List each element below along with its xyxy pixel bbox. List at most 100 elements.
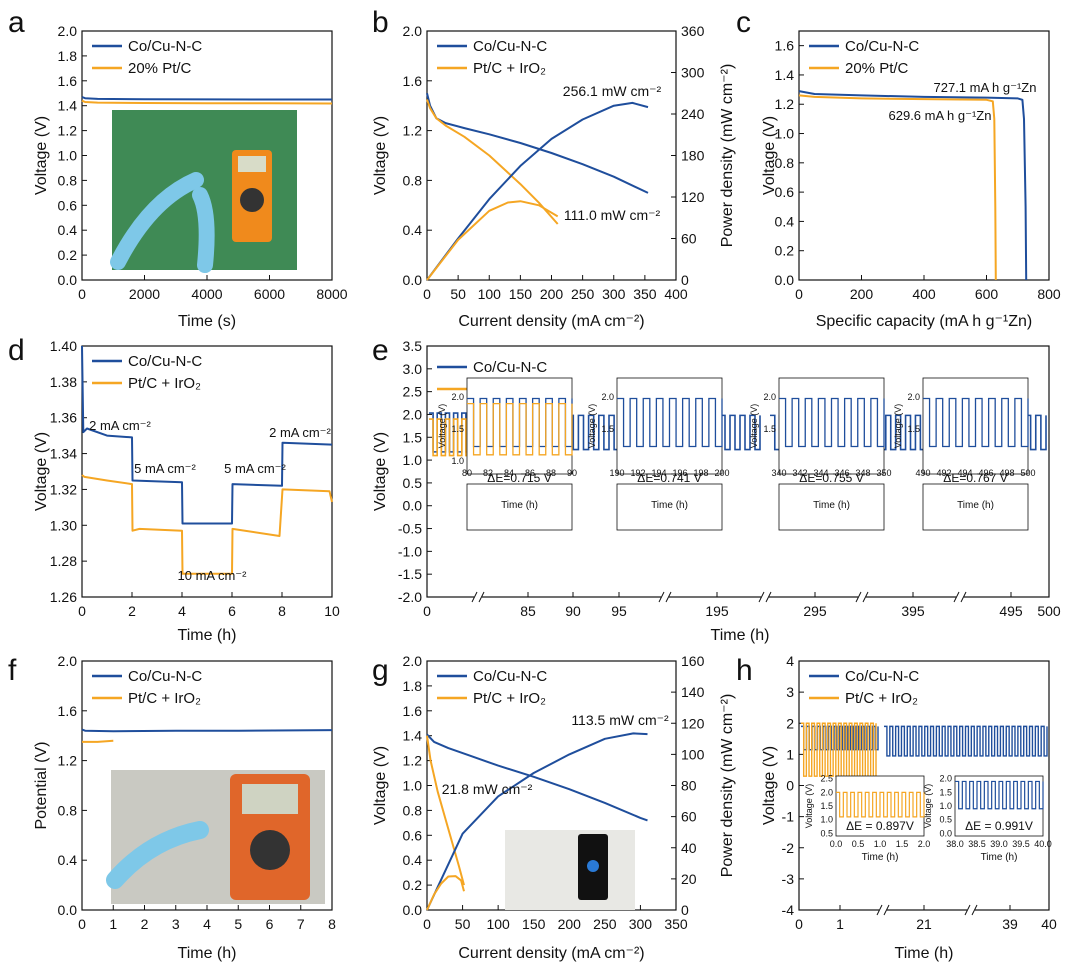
series-line bbox=[798, 90, 1028, 281]
inset-x-label: Time (h) bbox=[651, 500, 688, 511]
inset-x-tick-label: 82 bbox=[483, 468, 493, 478]
y-tick-label: 1.0 bbox=[403, 452, 423, 468]
y-tick-label: 1.0 bbox=[403, 778, 423, 794]
x-tick-label: 1 bbox=[836, 916, 844, 932]
inset-x-label: Time (h) bbox=[501, 500, 538, 511]
glove-shape bbox=[110, 172, 204, 270]
inset-y-tick-label: 1.5 bbox=[601, 424, 614, 434]
inset-x-tick-label: 88 bbox=[546, 468, 556, 478]
inset-y-tick-label: 2.0 bbox=[601, 392, 614, 402]
inset-y-tick-label: 1.0 bbox=[820, 815, 833, 825]
inset-x-tick-label: 39.5 bbox=[1012, 839, 1030, 849]
x-tick-label: 3 bbox=[172, 916, 180, 932]
x-tick-label: 100 bbox=[486, 916, 510, 932]
inset-x-tick-label: 84 bbox=[504, 468, 514, 478]
x-tick-label: 800 bbox=[1037, 286, 1061, 302]
y-tick-label: 1.34 bbox=[50, 446, 77, 462]
inset-trace bbox=[955, 780, 1044, 810]
x-tick-label: 4 bbox=[178, 603, 186, 619]
x-tick-label: 6 bbox=[228, 603, 236, 619]
y-tick-label: 1.4 bbox=[775, 67, 795, 83]
legend-label: Pt/C + IrO₂ bbox=[845, 690, 918, 707]
legend-label: Co/Cu-N-C bbox=[845, 668, 919, 685]
panel-label: a bbox=[8, 6, 25, 39]
y-tick-label: -2.0 bbox=[398, 589, 422, 605]
x-tick-label: 400 bbox=[664, 286, 688, 302]
x-tick-label: 400 bbox=[912, 286, 936, 302]
x-tick-label: 600 bbox=[975, 286, 999, 302]
cycling-trace bbox=[429, 418, 471, 457]
x-axis-label: Current density (mA cm⁻²) bbox=[458, 945, 644, 962]
panel-e: e -2.0 -1.5 -1.0 -0.5 0.0 0.5 1.0 1.5 2.0 2.5 3.0 3.… bbox=[372, 334, 1061, 644]
axis-break-gap bbox=[967, 904, 975, 916]
y-tick-label: 0.4 bbox=[403, 222, 423, 238]
inset-x-tick-label: 494 bbox=[957, 468, 972, 478]
inset-y-tick-label: 2.0 bbox=[451, 392, 464, 402]
inset-y-tick-label: 1.5 bbox=[763, 424, 776, 434]
inset-x-tick-label: 40.0 bbox=[1034, 839, 1052, 849]
inset-y-tick-label: 2.5 bbox=[820, 774, 833, 784]
x-tick-label: 40 bbox=[1041, 916, 1057, 932]
inset-y-label: Voltage (V) bbox=[893, 404, 903, 449]
x-tick-label: 90 bbox=[565, 603, 581, 619]
y-tick-label: 1.28 bbox=[50, 553, 77, 569]
inset-note: ΔE = 0.991V bbox=[965, 819, 1033, 833]
inset-x-label: Time (h) bbox=[957, 500, 994, 511]
phone-charge-glyph bbox=[587, 860, 599, 872]
panel-label: g bbox=[372, 654, 389, 687]
inset-x-label: Time (h) bbox=[862, 852, 899, 863]
legend-label: Co/Cu-N-C bbox=[128, 38, 202, 55]
y-axis-label: Voltage (V) bbox=[372, 746, 389, 825]
inset-x-tick-label: 344 bbox=[813, 468, 828, 478]
series-line bbox=[426, 875, 465, 911]
panel-f: f 0.0 0.4 0.8 1.2 1.6 2.0 Potential (V) 0 1 2 3 4 5 6 7… bbox=[8, 653, 336, 962]
legend-label: 20% Pt/C bbox=[845, 60, 909, 77]
x-tick-label: 500 bbox=[1037, 603, 1061, 619]
x-axis-label: Time (s) bbox=[178, 313, 236, 330]
legend-label: Co/Cu-N-C bbox=[128, 668, 202, 685]
y-tick-label: 0.0 bbox=[58, 272, 78, 288]
y2-tick-label: 180 bbox=[681, 148, 705, 164]
x-axis-label: Current density (mA cm⁻²) bbox=[458, 313, 644, 330]
x-axis-label: Time (h) bbox=[178, 627, 237, 644]
x-axis-label: Time (h) bbox=[895, 945, 954, 962]
y2-tick-label: 360 bbox=[681, 23, 705, 39]
x-tick-label: 0 bbox=[78, 603, 86, 619]
inset-chart: 1.0 1.5 2.0 80 82 84 86 88 90 ΔE=0.715 V Time (h) V… bbox=[437, 377, 577, 531]
y-tick-label: 0.4 bbox=[58, 852, 78, 868]
inset-trace bbox=[923, 397, 1029, 448]
y-tick-label: 1.0 bbox=[775, 126, 795, 142]
y-tick-label: 1.6 bbox=[58, 703, 78, 719]
inset-frame bbox=[922, 483, 1029, 531]
inset-y-tick-label: 1.0 bbox=[939, 801, 952, 811]
inset-x-tick-label: 38.5 bbox=[968, 839, 986, 849]
x-tick-label: 50 bbox=[450, 286, 466, 302]
inset-x-tick-label: 0.5 bbox=[852, 839, 865, 849]
y-tick-label: 0.6 bbox=[775, 184, 795, 200]
series-line bbox=[81, 99, 333, 105]
panel-label: e bbox=[372, 334, 389, 367]
series-line bbox=[82, 739, 114, 743]
y-tick-label: 0.8 bbox=[775, 155, 795, 171]
y-tick-label: 1.38 bbox=[50, 374, 77, 390]
y-axis-label: Voltage (V) bbox=[372, 432, 389, 511]
inset-x-tick-label: 500 bbox=[1020, 468, 1035, 478]
plot-frame bbox=[81, 345, 333, 598]
y-tick-label: 0.0 bbox=[403, 498, 423, 514]
series-line bbox=[81, 345, 333, 525]
inset-x-tick-label: 348 bbox=[855, 468, 870, 478]
axis-break-mark bbox=[964, 904, 971, 916]
panel-label: c bbox=[736, 6, 751, 39]
axis-break-gap bbox=[858, 591, 866, 603]
x-tick-label: 200 bbox=[558, 916, 582, 932]
y-tick-label: 1.5 bbox=[403, 429, 423, 445]
y-tick-label: 0.2 bbox=[403, 877, 423, 893]
annotation: 21.8 mW cm⁻² bbox=[442, 781, 533, 797]
y-tick-label: 1.2 bbox=[58, 123, 78, 139]
inset-x-tick-label: 492 bbox=[936, 468, 951, 478]
x-tick-label: 7 bbox=[297, 916, 305, 932]
inset-y-label: Voltage (V) bbox=[437, 404, 447, 449]
annotation: 5 mA cm⁻² bbox=[224, 461, 286, 476]
inset-y-tick-label: 2.0 bbox=[907, 392, 920, 402]
